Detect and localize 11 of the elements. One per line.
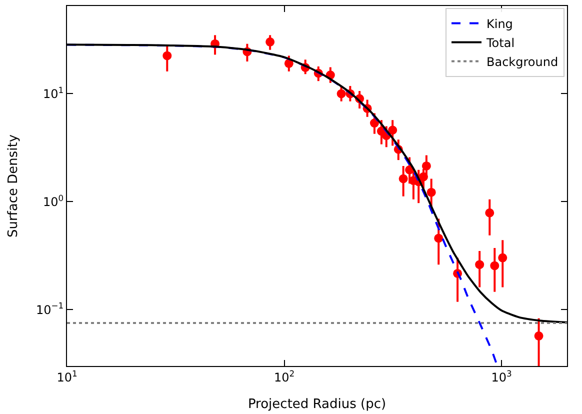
y-tick-label: 10$^{1}$ (42, 84, 64, 101)
x-tick-label: 10$^{1}$ (56, 368, 78, 384)
y-axis-title: Surface Density (6, 134, 21, 238)
x-axis-title: Projected Radius (pc) (248, 397, 386, 412)
legend-label: King (486, 16, 513, 31)
x-tick-label: 10$^{3}$ (491, 368, 512, 384)
legend-label: Total (486, 36, 515, 50)
y-tick-label: 10$^{−1}$ (36, 300, 64, 317)
x-tick-label: 10$^{2}$ (274, 368, 295, 384)
y-tick-label: 10$^{0}$ (42, 192, 64, 209)
legend-label: Background (486, 54, 558, 69)
